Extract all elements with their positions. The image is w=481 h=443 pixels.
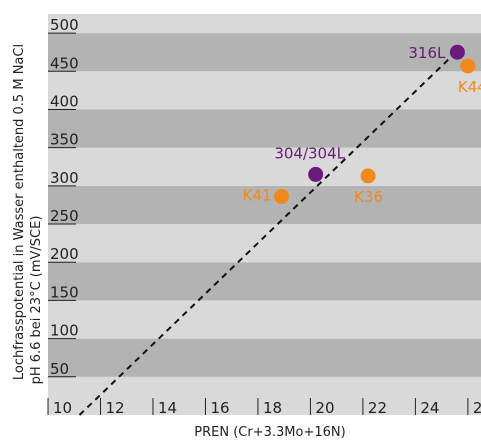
y-tick-label: 150 xyxy=(50,283,79,301)
y-tick-label: 200 xyxy=(50,245,79,263)
y-tick-label: 500 xyxy=(50,16,79,34)
y-tick-label: 50 xyxy=(50,360,69,378)
y-tick-label: 450 xyxy=(50,54,79,72)
data-point xyxy=(308,166,324,182)
x-tick-label: 12 xyxy=(105,399,124,417)
background-band xyxy=(48,14,481,34)
y-axis-label-line1: Lochfrasspotential in Wasser enthaltend … xyxy=(12,44,27,380)
data-point xyxy=(360,168,376,184)
data-point-label: K36 xyxy=(354,188,383,206)
data-point xyxy=(449,44,465,60)
data-point-label: K41 xyxy=(243,187,272,205)
background-band xyxy=(48,300,481,339)
background-bands xyxy=(48,14,481,415)
y-tick-label: 300 xyxy=(50,169,79,187)
y-tick-label: 250 xyxy=(50,207,79,225)
x-axis-ticks: 10 12 14 16 18 20 22 24 26 xyxy=(47,398,481,417)
data-points: 316L K44 304/304L K36 K41 xyxy=(243,44,481,206)
x-tick-label: 10 xyxy=(53,399,72,417)
background-band xyxy=(48,338,481,377)
x-tick-label: 14 xyxy=(158,399,177,417)
x-tick-label: 26 xyxy=(473,399,481,417)
background-band xyxy=(48,185,481,225)
background-band xyxy=(48,224,481,263)
y-axis-ticks: 50 100 150 200 250 300 350 400 450 500 xyxy=(48,16,79,378)
y-tick-label: 400 xyxy=(50,92,79,110)
data-point-label: 316L xyxy=(408,44,446,62)
background-band xyxy=(48,33,481,72)
data-point xyxy=(460,58,476,74)
y-tick-label: 350 xyxy=(50,131,79,149)
background-band xyxy=(48,147,481,186)
x-tick-label: 20 xyxy=(315,399,334,417)
trend-line xyxy=(78,47,461,416)
y-axis-label-line2: pH 6.6 bei 23°C (mV/SCE) xyxy=(29,216,44,385)
background-band xyxy=(48,262,481,301)
background-band xyxy=(48,109,481,148)
data-point xyxy=(274,189,290,205)
x-tick-label: 18 xyxy=(263,399,282,417)
background-band xyxy=(48,376,481,415)
y-tick-label: 100 xyxy=(50,322,79,340)
data-point-label: 304/304L xyxy=(274,144,345,162)
x-axis-label: PREN (Cr+3.3Mo+16N) xyxy=(194,425,345,440)
data-point-label: K44 xyxy=(458,78,481,96)
background-band xyxy=(48,71,481,110)
x-tick-label: 16 xyxy=(210,399,229,417)
x-tick-label: 24 xyxy=(420,399,439,417)
x-tick-label: 22 xyxy=(368,399,387,417)
